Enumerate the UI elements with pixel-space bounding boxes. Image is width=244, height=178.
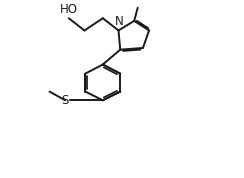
Text: S: S <box>62 94 69 107</box>
Text: HO: HO <box>60 3 78 16</box>
Text: N: N <box>115 15 124 28</box>
